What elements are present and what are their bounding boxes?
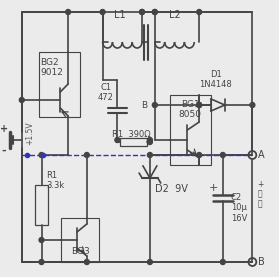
- Text: C2
10μ
16V: C2 10μ 16V: [231, 193, 247, 223]
- Text: L1: L1: [114, 10, 125, 20]
- Circle shape: [220, 260, 225, 265]
- Text: C1
472: C1 472: [98, 83, 114, 102]
- Text: D1
1N4148: D1 1N4148: [199, 70, 232, 89]
- Circle shape: [115, 137, 120, 142]
- Text: +
输
出: + 输 出: [257, 180, 263, 208]
- Circle shape: [19, 98, 24, 102]
- Circle shape: [197, 153, 202, 158]
- Text: R1  390Ω: R1 390Ω: [112, 130, 151, 139]
- Text: A: A: [258, 150, 265, 160]
- Circle shape: [39, 153, 44, 158]
- Bar: [39, 52, 80, 117]
- Circle shape: [84, 153, 89, 158]
- Text: L2: L2: [169, 10, 181, 20]
- Text: BG1
8050: BG1 8050: [179, 100, 202, 119]
- Text: +: +: [0, 124, 8, 134]
- Text: +: +: [209, 183, 218, 193]
- Bar: [61, 218, 99, 262]
- Circle shape: [152, 9, 157, 14]
- Circle shape: [147, 140, 152, 145]
- Circle shape: [197, 102, 202, 107]
- Bar: [35, 185, 49, 225]
- Circle shape: [84, 260, 89, 265]
- Circle shape: [147, 153, 152, 158]
- Text: BG2
9012: BG2 9012: [40, 58, 63, 77]
- Circle shape: [152, 9, 157, 14]
- Text: BG3: BG3: [71, 247, 90, 256]
- Text: R1
3.3k: R1 3.3k: [46, 171, 65, 190]
- Bar: [170, 95, 211, 165]
- Circle shape: [147, 260, 152, 265]
- Circle shape: [220, 153, 225, 158]
- Circle shape: [197, 9, 202, 14]
- Circle shape: [100, 9, 105, 14]
- Bar: [120, 138, 147, 146]
- Circle shape: [250, 102, 255, 107]
- Text: B: B: [141, 101, 147, 111]
- Circle shape: [39, 260, 44, 265]
- Circle shape: [140, 9, 145, 14]
- Circle shape: [152, 102, 157, 107]
- Circle shape: [147, 137, 152, 142]
- Text: -: -: [2, 146, 6, 156]
- Circle shape: [39, 237, 44, 242]
- Text: +1.5V: +1.5V: [25, 121, 34, 145]
- Circle shape: [197, 102, 202, 107]
- Circle shape: [140, 9, 145, 14]
- Text: B: B: [258, 257, 265, 267]
- Circle shape: [66, 9, 71, 14]
- Text: D2  9V: D2 9V: [155, 184, 188, 194]
